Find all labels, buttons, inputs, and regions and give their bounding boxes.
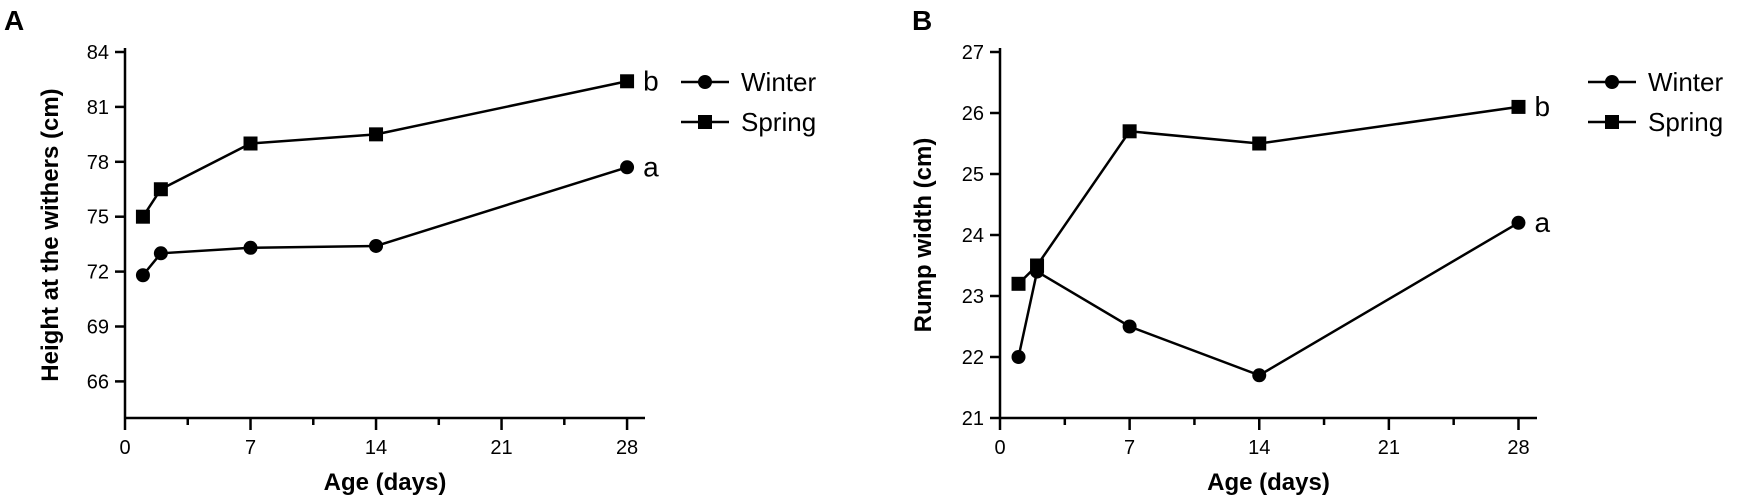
x-tick-label: 21 (1378, 437, 1400, 459)
data-point (243, 136, 258, 151)
data-point (153, 246, 168, 261)
y-tick-label: 81 (87, 97, 109, 119)
panel-letter: A (4, 5, 24, 36)
x-tick-label: 7 (245, 437, 256, 459)
legend-marker (1605, 115, 1619, 129)
legend-label: Winter (741, 67, 816, 97)
data-point (153, 182, 168, 197)
series-line (1017, 105, 1519, 285)
data-point (1122, 319, 1137, 334)
data-point (1122, 124, 1137, 139)
series-line (141, 166, 628, 277)
data-point (135, 268, 150, 283)
x-tick-label: 14 (365, 437, 387, 459)
significance-label: b (643, 65, 659, 96)
data-point (1511, 99, 1526, 114)
legend-item-winter: Winter (1588, 67, 1723, 97)
y-tick-label: 75 (87, 207, 109, 229)
data-point (620, 160, 635, 175)
y-tick-label: 25 (962, 164, 984, 186)
legend-item-spring: Spring (1588, 107, 1723, 137)
y-tick-label: 69 (87, 317, 109, 339)
data-point (1011, 350, 1026, 364)
legend-marker (698, 115, 712, 129)
y-tick-label: 21 (962, 408, 984, 430)
data-point (243, 240, 258, 255)
data-point (620, 74, 635, 89)
x-tick-label: 0 (119, 437, 130, 459)
y-axis-title: Rump width (cm) (910, 138, 937, 333)
data-point (1511, 215, 1526, 230)
y-tick-label: 84 (87, 42, 109, 64)
y-tick-label: 22 (962, 347, 984, 369)
panel-a: A 66 69 72 75 78 81 84 0 7 14 21 28 Age (days) Height… (4, 5, 816, 496)
x-tick-label: 28 (616, 437, 638, 459)
data-point (135, 209, 150, 224)
legend-item-spring: Spring (681, 107, 816, 137)
x-tick-label: 7 (1124, 437, 1135, 459)
series-line (1017, 221, 1520, 377)
significance-label: b (1534, 91, 1550, 122)
significance-label: a (643, 151, 659, 182)
series-spring: b (1011, 91, 1550, 291)
y-tick-label: 66 (87, 371, 109, 393)
legend-marker (698, 75, 712, 89)
y-tick-label: 78 (87, 152, 109, 174)
legend-label: Spring (741, 107, 816, 137)
legend-item-winter: Winter (681, 67, 816, 97)
x-axis-title: Age (days) (1207, 469, 1330, 496)
y-tick-label: 24 (962, 225, 984, 247)
data-point (369, 127, 384, 142)
significance-label: a (1534, 207, 1550, 238)
y-axis-title: Height at the withers (cm) (37, 88, 64, 381)
data-point (369, 238, 384, 253)
legend-label: Winter (1648, 67, 1723, 97)
x-tick-label: 28 (1507, 437, 1529, 459)
data-point (1011, 276, 1026, 291)
legend-marker (1605, 75, 1619, 89)
y-tick-label: 27 (962, 42, 984, 64)
series-spring: b (135, 65, 659, 224)
panel-letter: B (912, 5, 932, 36)
y-tick-label: 26 (962, 103, 984, 125)
data-point (1252, 368, 1267, 383)
series-line (141, 80, 628, 218)
series-winter: a (135, 151, 659, 283)
y-tick-label: 72 (87, 262, 109, 284)
legend-label: Spring (1648, 107, 1723, 137)
x-tick-label: 14 (1248, 437, 1270, 459)
series-winter: a (1011, 207, 1550, 383)
y-tick-label: 23 (962, 286, 984, 308)
data-point (1252, 136, 1267, 151)
x-tick-label: 21 (490, 437, 512, 459)
x-axis-title: Age (days) (324, 469, 447, 496)
panel-b: B 21 22 23 24 25 26 27 0 7 14 21 28 Age (days) Rump w… (910, 5, 1723, 496)
x-tick-label: 0 (994, 437, 1005, 459)
data-point (1030, 258, 1045, 273)
